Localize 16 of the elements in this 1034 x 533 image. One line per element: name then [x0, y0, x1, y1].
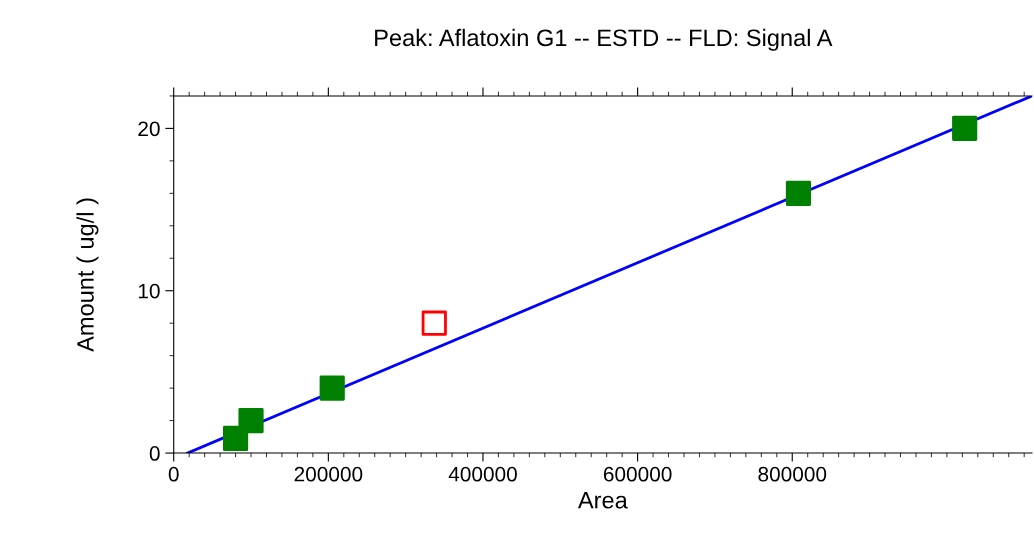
y-tick-label: 0 — [149, 446, 160, 461]
x-tick-label: 600000 — [603, 466, 672, 482]
point — [238, 408, 264, 434]
point — [421, 310, 447, 336]
y-axis-title: Amount ( ug/l ) — [76, 198, 99, 352]
chart-title: Peak: Aflatoxin G1 -- ESTD -- FLD: Signal A — [375, 28, 833, 51]
x-tick-label: 400000 — [448, 466, 517, 482]
point — [952, 115, 978, 141]
x-tick-label: 0 — [168, 466, 179, 482]
point — [785, 180, 812, 206]
x-axis-title: Area — [577, 492, 628, 509]
x-tick-label: 200000 — [294, 466, 363, 482]
point — [319, 375, 345, 401]
x-tick-label: 800000 — [758, 466, 827, 482]
y-tick-label: 10 — [138, 283, 160, 299]
y-tick-label: 20 — [138, 121, 160, 137]
